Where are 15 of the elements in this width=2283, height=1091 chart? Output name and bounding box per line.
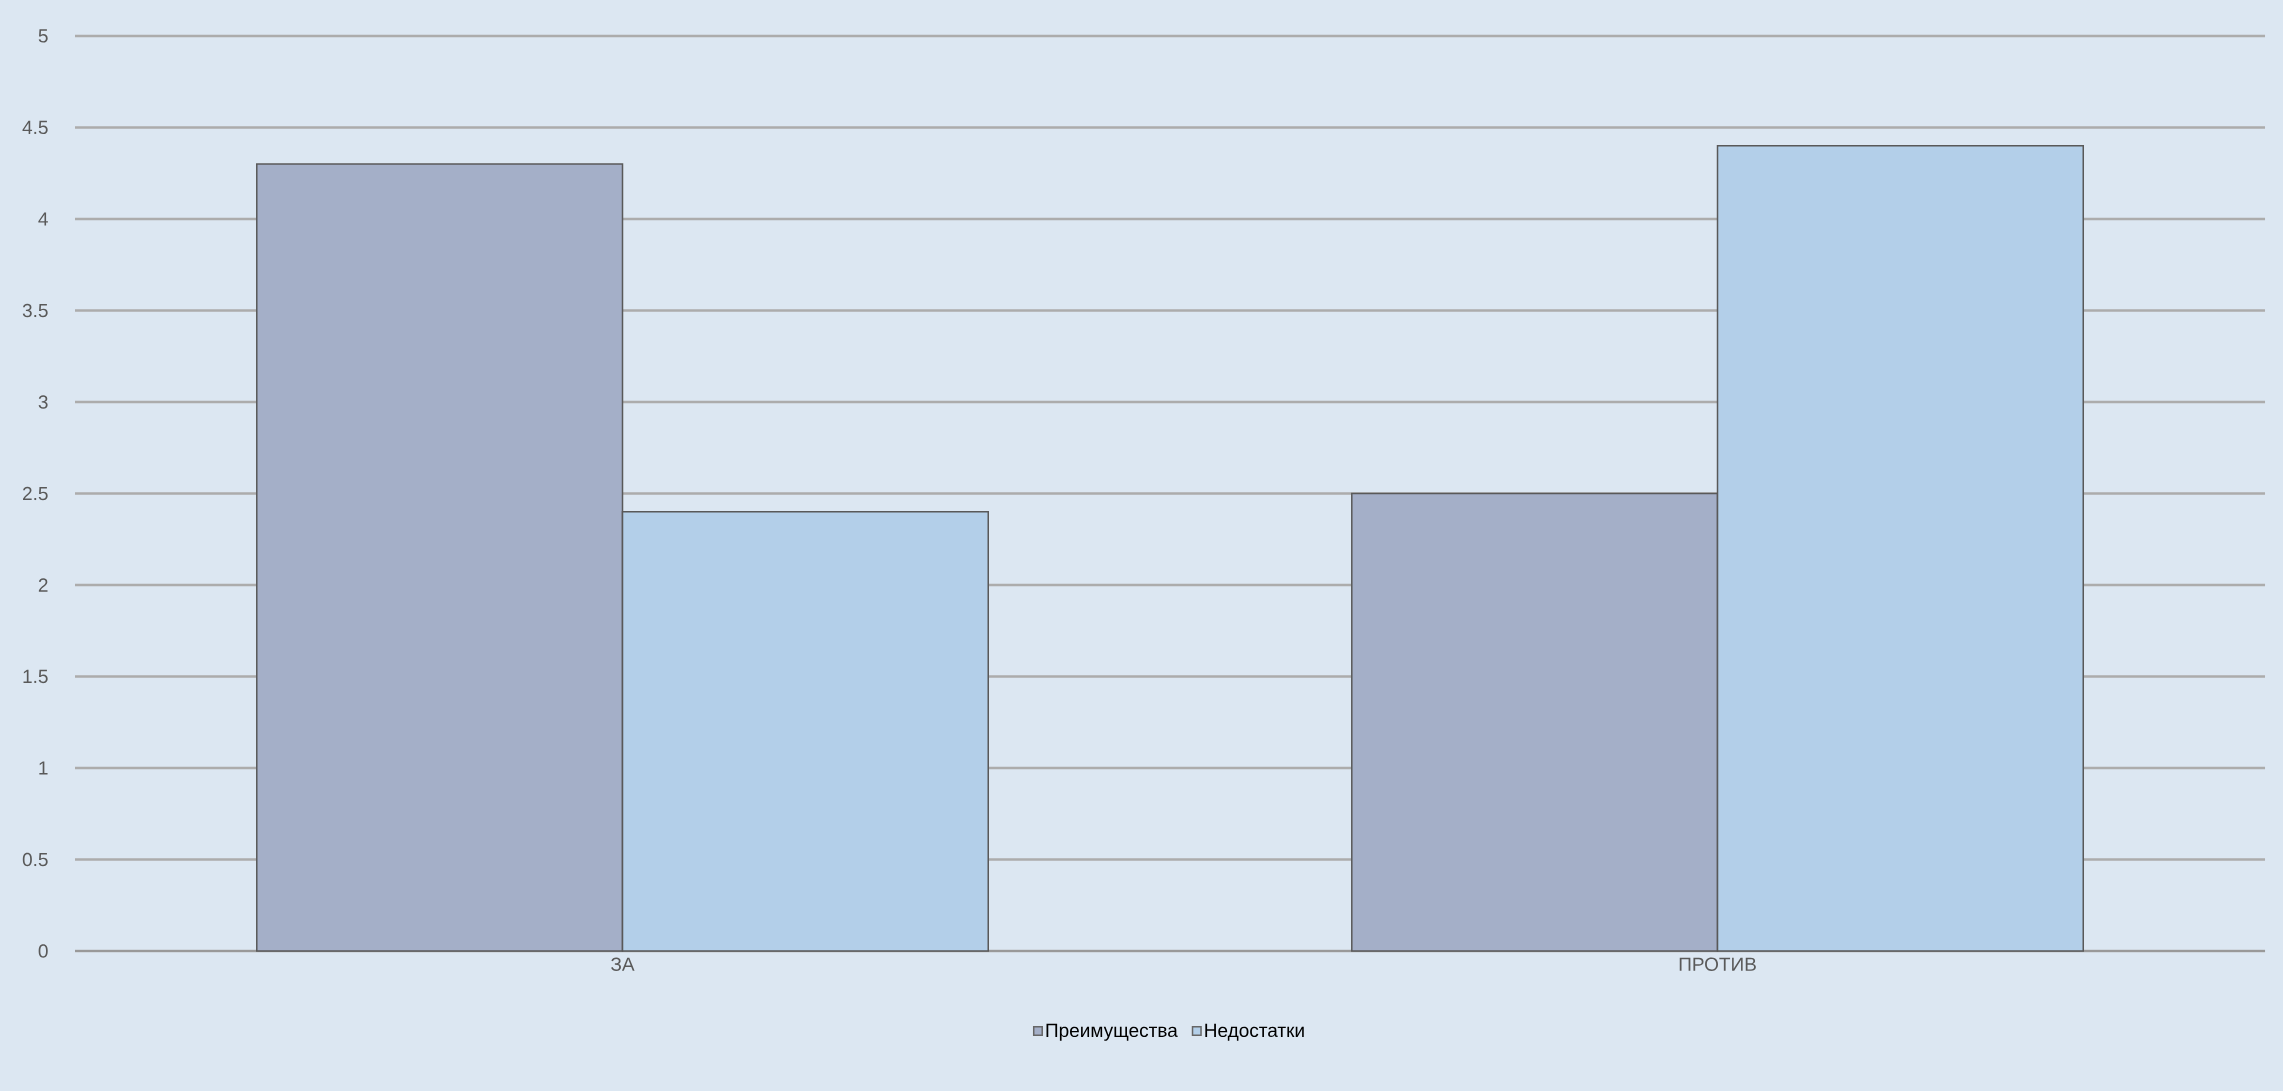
y-tick-label: 1.5	[23, 669, 48, 684]
legend-label: Преимущества	[1046, 1023, 1178, 1041]
y-tick-label: 0.5	[22, 852, 48, 867]
y-tick-label: 3	[38, 395, 48, 409]
y-tick-label: 3.5	[22, 303, 48, 318]
legend-label: Недостатки	[1205, 1023, 1304, 1041]
y-tick-label: 0	[38, 944, 48, 958]
y-tick-label: 4.5	[22, 120, 48, 135]
y-tick-label: 5	[38, 29, 48, 43]
y-tick-label: 2.5	[23, 486, 48, 501]
y-tick-label: 1	[39, 761, 48, 775]
y-tick-label: 4	[38, 212, 48, 226]
x-tick-label: ЗА	[611, 957, 635, 971]
x-tick-label: ПРОТИВ	[1679, 957, 1756, 971]
y-tick-label: 2	[38, 578, 48, 592]
